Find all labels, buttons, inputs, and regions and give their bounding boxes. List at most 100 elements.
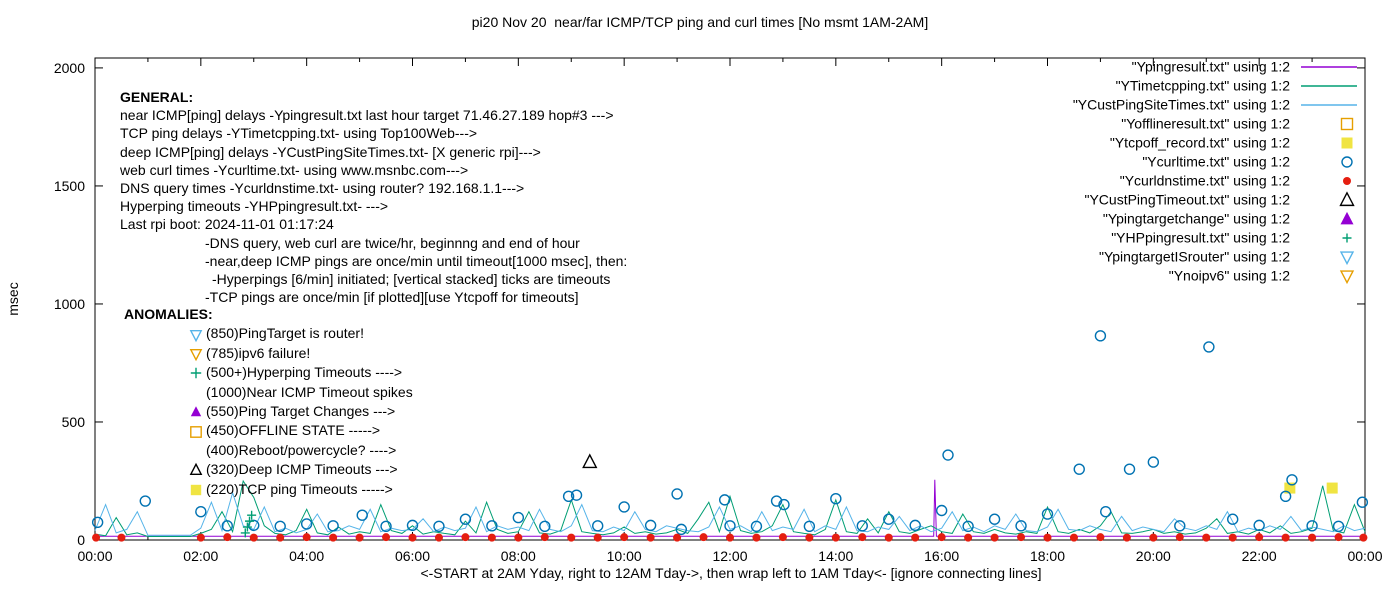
circle-filled-marker	[567, 533, 576, 542]
circle-filled-marker	[1343, 177, 1351, 185]
general-notes: GENERAL: near ICMP[ping] delays -Ypingres…	[120, 88, 627, 306]
circle-open-marker	[803, 520, 816, 533]
circle-filled-marker	[434, 533, 443, 542]
circle-filled-marker	[196, 533, 205, 542]
general-line: deep ICMP[ping] delays -YCustPingSiteTim…	[120, 143, 541, 160]
anomaly-line: (400)Reboot/powercycle? ---->	[188, 441, 413, 460]
circle-filled-marker	[514, 533, 523, 542]
triangle-up-filled-marker	[1340, 211, 1354, 225]
triangle-up-filled-marker	[190, 406, 202, 417]
general-line: DNS query times -Ycurldnstime.txt- using…	[120, 180, 525, 197]
circle-filled-marker	[1149, 533, 1158, 542]
square-filled-marker	[1341, 137, 1353, 149]
triangle-down-open-icon	[188, 326, 206, 343]
circle-open-marker	[459, 513, 472, 525]
circle-open-marker	[1041, 508, 1054, 520]
legend-label: "YHPpingresult.txt" using 1:2	[1111, 230, 1290, 246]
circle-open-marker	[1341, 156, 1353, 168]
anomaly-label: (850)PingTarget is router!	[206, 325, 364, 342]
anomaly-label: (220)TCP ping Timeouts ----->	[206, 480, 393, 497]
circle-filled-marker	[223, 533, 232, 542]
x-axis-label: <-START at 2AM Yday, right to 12AM Tday-…	[420, 565, 1041, 581]
no-marker	[188, 384, 206, 401]
circle-open-marker	[909, 519, 921, 532]
circle-filled-marker	[1281, 533, 1290, 542]
anomaly-line: (550)Ping Target Changes --->	[188, 402, 413, 421]
anomaly-label: (550)Ping Target Changes --->	[206, 402, 396, 419]
circle-filled-marker	[593, 533, 602, 542]
circle-filled-marker	[1043, 533, 1052, 542]
circle-open-marker	[356, 509, 368, 521]
x-tick-label: 18:00	[1030, 548, 1065, 564]
circle-filled-marker	[1096, 533, 1105, 542]
circle-open-marker	[562, 490, 575, 503]
circle-open-marker	[883, 513, 895, 525]
anomaly-line: (220)TCP ping Timeouts ----->	[188, 480, 413, 499]
circle-open-marker	[1100, 505, 1112, 518]
legend-label: "YpingtargetISrouter" using 1:2	[1099, 249, 1290, 265]
legend-label: "Ycurldnstime.txt" using 1:2	[1120, 173, 1290, 189]
circle-open-marker	[1356, 496, 1369, 508]
triangle-down-open-marker	[1339, 270, 1355, 285]
circle-open-marker	[1203, 341, 1215, 353]
legend-label: "Ynoipv6" using 1:2	[1169, 268, 1290, 284]
circle-filled-marker	[1228, 533, 1237, 542]
legend-label: "Ypingtargetchange" using 1:2	[1103, 211, 1290, 227]
circle-filled-marker	[461, 533, 470, 542]
circle-open-marker	[719, 494, 731, 506]
circle-open-marker	[570, 489, 583, 501]
circle-filled-marker	[699, 533, 708, 542]
plus-marker	[190, 368, 202, 379]
x-tick-label: 20:00	[1136, 548, 1171, 564]
anomaly-label: (450)OFFLINE STATE ----->	[206, 422, 381, 439]
circle-open-marker	[778, 498, 790, 511]
circle-open-marker	[1174, 520, 1186, 532]
triangle-up-open-marker	[1339, 191, 1355, 207]
circle-filled-marker	[726, 533, 734, 542]
x-tick-label: 22:00	[1242, 548, 1277, 564]
anomalies-heading: ANOMALIES:	[124, 306, 213, 322]
circle-open-marker	[750, 520, 763, 533]
circle-open-marker	[1253, 519, 1265, 532]
general-heading: GENERAL:	[120, 89, 194, 105]
circle-open-marker	[1279, 490, 1292, 503]
y-tick-label: 1000	[54, 296, 85, 312]
series-line	[95, 479, 1365, 537]
circle-filled-marker	[540, 533, 549, 542]
square-filled-marker	[1326, 482, 1338, 494]
circle-filled-marker	[937, 533, 946, 542]
general-line: web curl times -Ycurltime.txt- using www…	[120, 161, 469, 178]
x-tick-label: 08:00	[501, 548, 536, 564]
anomaly-line: (850)PingTarget is router!	[188, 324, 413, 343]
triangle-up-open-icon	[188, 461, 206, 478]
plus-icon	[188, 364, 206, 381]
circle-open-marker	[248, 519, 260, 532]
anomaly-line: (500+)Hyperping Timeouts ---->	[188, 363, 413, 382]
anomaly-label: (500+)Hyperping Timeouts ---->	[206, 364, 403, 381]
circle-open-marker	[1094, 330, 1107, 342]
circle-open-marker	[512, 511, 525, 524]
circle-filled-marker	[752, 533, 761, 542]
square-open-marker	[190, 425, 202, 438]
circle-open-marker	[830, 492, 842, 505]
anomaly-label: (785)ipv6 failure!	[206, 344, 311, 361]
circle-filled-marker	[1202, 533, 1211, 542]
anomaly-line: (1000)Near ICMP Timeout spikes	[188, 383, 413, 402]
circle-filled-marker	[911, 533, 920, 542]
circle-open-marker	[433, 520, 445, 533]
anomaly-line: (785)ipv6 failure!	[188, 344, 413, 363]
circle-open-marker	[592, 520, 604, 532]
circle-filled-marker	[92, 533, 101, 542]
square-filled-marker	[190, 484, 202, 495]
general-line: Last rpi boot: 2024-11-01 01:17:24	[120, 216, 334, 233]
anomaly-label: (400)Reboot/powercycle? ---->	[206, 441, 397, 458]
anomaly-label: (320)Deep ICMP Timeouts --->	[206, 461, 398, 478]
plus-marker	[240, 528, 250, 538]
circle-open-marker	[1147, 456, 1160, 468]
chart-title: pi20 Nov 20 near/far ICMP/TCP ping and c…	[472, 14, 928, 30]
circle-filled-marker	[884, 533, 893, 542]
circle-open-marker	[1123, 463, 1136, 475]
circle-open-marker	[539, 520, 551, 533]
y-axis-label: msec	[5, 282, 21, 315]
legend-label: "Ytcpoff_record.txt" using 1:2	[1110, 135, 1290, 151]
